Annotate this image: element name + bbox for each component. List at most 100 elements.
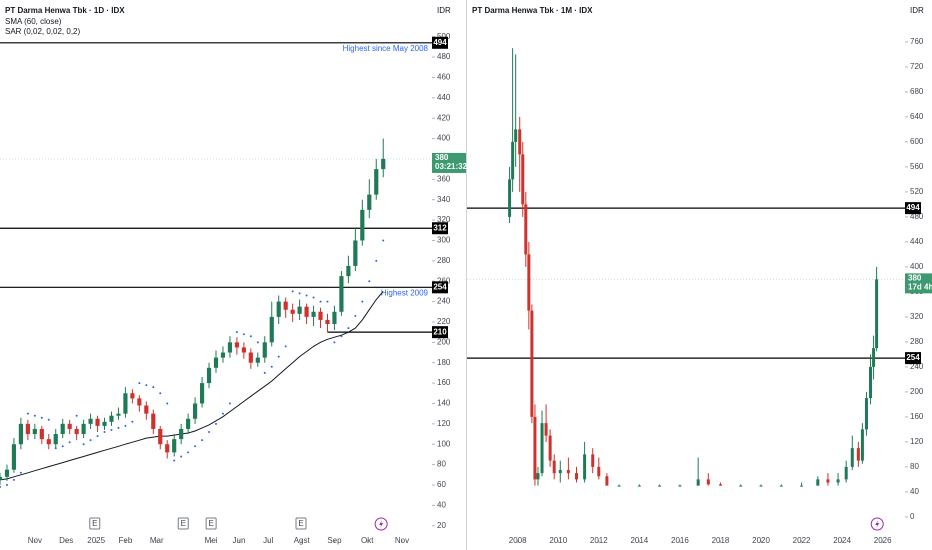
sar-dot — [5, 483, 8, 486]
x-tick-label: Sep — [327, 536, 342, 545]
level-annotation: Highest 2009 — [381, 288, 429, 297]
candle-body — [552, 460, 556, 474]
sma-legend: SMA (60, close) — [5, 17, 62, 26]
level-label: 494 — [906, 203, 920, 212]
candle-body — [248, 352, 253, 363]
y-tick-label: 440 — [910, 237, 924, 246]
y-tick-label: 120 — [437, 419, 451, 428]
x-tick-label: 2022 — [793, 536, 811, 545]
sar-dot — [347, 327, 350, 330]
candle-body — [860, 429, 864, 461]
y-tick-label: 120 — [910, 437, 924, 446]
y-tick-label: 340 — [437, 195, 451, 204]
candle-body — [536, 473, 540, 480]
last-price-label: 380 — [908, 273, 922, 282]
y-tick-label: 100 — [437, 439, 451, 448]
y-tick-label: 680 — [910, 87, 924, 96]
candle-body — [575, 473, 578, 480]
y-tick-label: 760 — [910, 37, 924, 46]
candle-body — [508, 179, 512, 217]
candle-body — [276, 301, 281, 317]
y-tick-label: 140 — [437, 399, 451, 408]
candle-body — [530, 310, 534, 417]
candle-body — [67, 423, 72, 429]
candle-body — [116, 413, 121, 416]
y-tick-label: 80 — [910, 462, 919, 471]
candle-body — [739, 485, 743, 487]
candle-body — [514, 129, 518, 142]
level-label: 254 — [906, 353, 920, 362]
candle-body — [533, 416, 537, 480]
last-price-box — [432, 152, 466, 173]
y-tick-label: 480 — [437, 52, 451, 61]
candle-body — [25, 423, 30, 435]
sar-dot — [194, 445, 197, 448]
candle-body — [353, 240, 358, 266]
sar-dot — [89, 439, 92, 442]
y-tick-label: 320 — [437, 215, 451, 224]
candle-body — [597, 466, 601, 477]
sar-dot — [305, 294, 308, 297]
candle-body — [524, 204, 528, 255]
y-tick-label: 320 — [910, 312, 924, 321]
sar-dot — [0, 486, 1, 489]
candle-body — [269, 316, 274, 343]
candle-body — [779, 485, 783, 487]
candle-body — [844, 466, 848, 480]
candle-body — [81, 423, 86, 435]
sar-dot — [40, 416, 43, 419]
sar-dot — [47, 418, 50, 421]
sar-dot — [284, 345, 287, 348]
sar-dot — [33, 414, 36, 417]
candle-body — [158, 428, 163, 445]
y-tick-label: 0 — [910, 512, 915, 521]
sar-dot — [312, 296, 315, 299]
candle-body — [544, 423, 548, 436]
sar-dot — [187, 451, 190, 454]
candle-body — [558, 470, 562, 474]
candle-body — [109, 415, 114, 422]
level-label-box — [432, 222, 448, 235]
sar-dot — [159, 392, 162, 395]
sar-dot — [180, 455, 183, 458]
x-tick-label: Mar — [150, 536, 164, 545]
event-badge — [177, 517, 189, 530]
sma-line — [0, 291, 384, 481]
last-price-label: 380 — [435, 153, 449, 162]
y-tick-label: 200 — [910, 387, 924, 396]
y-tick-label: 360 — [437, 174, 451, 183]
x-tick-label: Feb — [119, 536, 133, 545]
y-tick-label: 160 — [437, 378, 451, 387]
sar-dot — [173, 459, 176, 462]
sar-dot — [117, 426, 120, 429]
chart-title: PT Darma Henwa Tbk · 1D · IDX — [5, 6, 125, 15]
candle-body — [718, 484, 722, 486]
level-label-box — [905, 202, 921, 215]
candle-body — [304, 306, 309, 317]
sar-dot — [277, 355, 280, 358]
sar-dot — [96, 435, 99, 438]
candle-body — [325, 319, 330, 324]
candle-body — [165, 444, 170, 453]
y-tick-label: 160 — [910, 412, 924, 421]
y-tick-label: 280 — [437, 256, 451, 265]
candle-body — [46, 439, 51, 445]
dividend-icon — [875, 520, 880, 528]
candle-body — [60, 423, 65, 435]
candle-body — [511, 141, 515, 180]
candle-body — [527, 254, 531, 311]
candle-body — [332, 311, 337, 324]
candle-body — [850, 448, 854, 467]
event-label: E — [298, 519, 303, 528]
level-label-box — [432, 36, 448, 49]
candle-body — [4, 469, 10, 477]
sar-dot — [291, 290, 294, 293]
candle-body — [637, 485, 641, 487]
sar-dot — [340, 335, 343, 338]
y-tick-label: 40 — [437, 500, 446, 509]
x-tick-label: 2024 — [833, 536, 851, 545]
x-tick-label: Mei — [205, 536, 218, 545]
candle-body — [74, 428, 79, 435]
candle-body — [583, 454, 587, 480]
y-tick-label: 600 — [910, 137, 924, 146]
